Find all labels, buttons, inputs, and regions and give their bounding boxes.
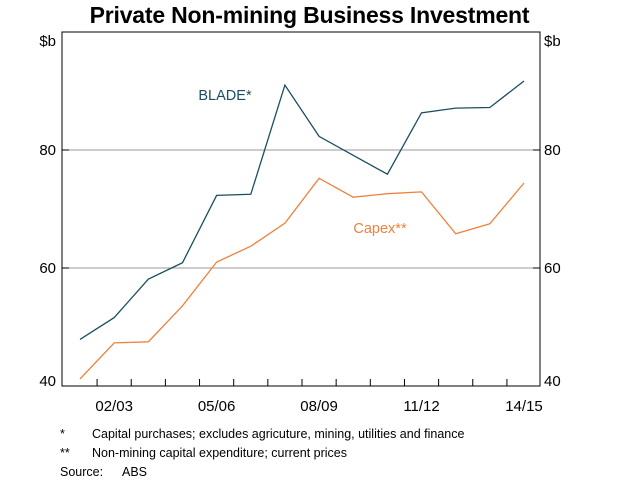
footnote-2: ** Non-mining capital expenditure; curre… [60, 444, 464, 463]
series-label-blade: BLADE* [198, 88, 252, 104]
x-tick-label: 05/06 [198, 398, 236, 415]
footnotes: * Capital purchases; excludes agricuture… [60, 425, 464, 482]
series-line-blade [79, 80, 525, 340]
plot-frame [61, 31, 541, 387]
axis-ticks: 40 40 60 60 80 80 02/03 05/06 08/09 11/12 14/15 [39, 142, 560, 415]
x-tick-label: 08/09 [300, 398, 338, 415]
y-tick-label-left: 40 [39, 373, 56, 390]
y-tick-label-right: 80 [544, 142, 561, 159]
y-tick-label-left: 60 [39, 260, 56, 277]
footnote-text: Non-mining capital expenditure; current … [92, 446, 347, 460]
y-tick-label-left: 80 [39, 142, 56, 159]
x-tick-label: 14/15 [505, 398, 543, 415]
series-line-capex [79, 177, 525, 380]
footnote-mark: * [60, 427, 65, 441]
y-unit-left: $b [39, 33, 56, 50]
footnote-1: * Capital purchases; excludes agricuture… [60, 425, 464, 444]
series-label-capex: Capex** [353, 221, 407, 237]
footnote-mark: ** [60, 446, 70, 460]
series-lines [79, 80, 525, 380]
y-unit-right: $b [544, 33, 561, 50]
y-tick-label-right: 60 [544, 260, 561, 277]
x-tick-label: 02/03 [95, 398, 133, 415]
x-tick-label: 11/12 [403, 398, 439, 415]
source-label: Source: [60, 465, 104, 479]
source-text: ABS [122, 465, 148, 479]
footnote-text: Capital purchases; excludes agricuture, … [92, 427, 465, 441]
source-note: Source: ABS [60, 463, 464, 482]
chart-title: Private Non-mining Business Investment [89, 2, 530, 28]
gridlines [62, 149, 540, 269]
y-tick-label-right: 40 [544, 373, 561, 390]
